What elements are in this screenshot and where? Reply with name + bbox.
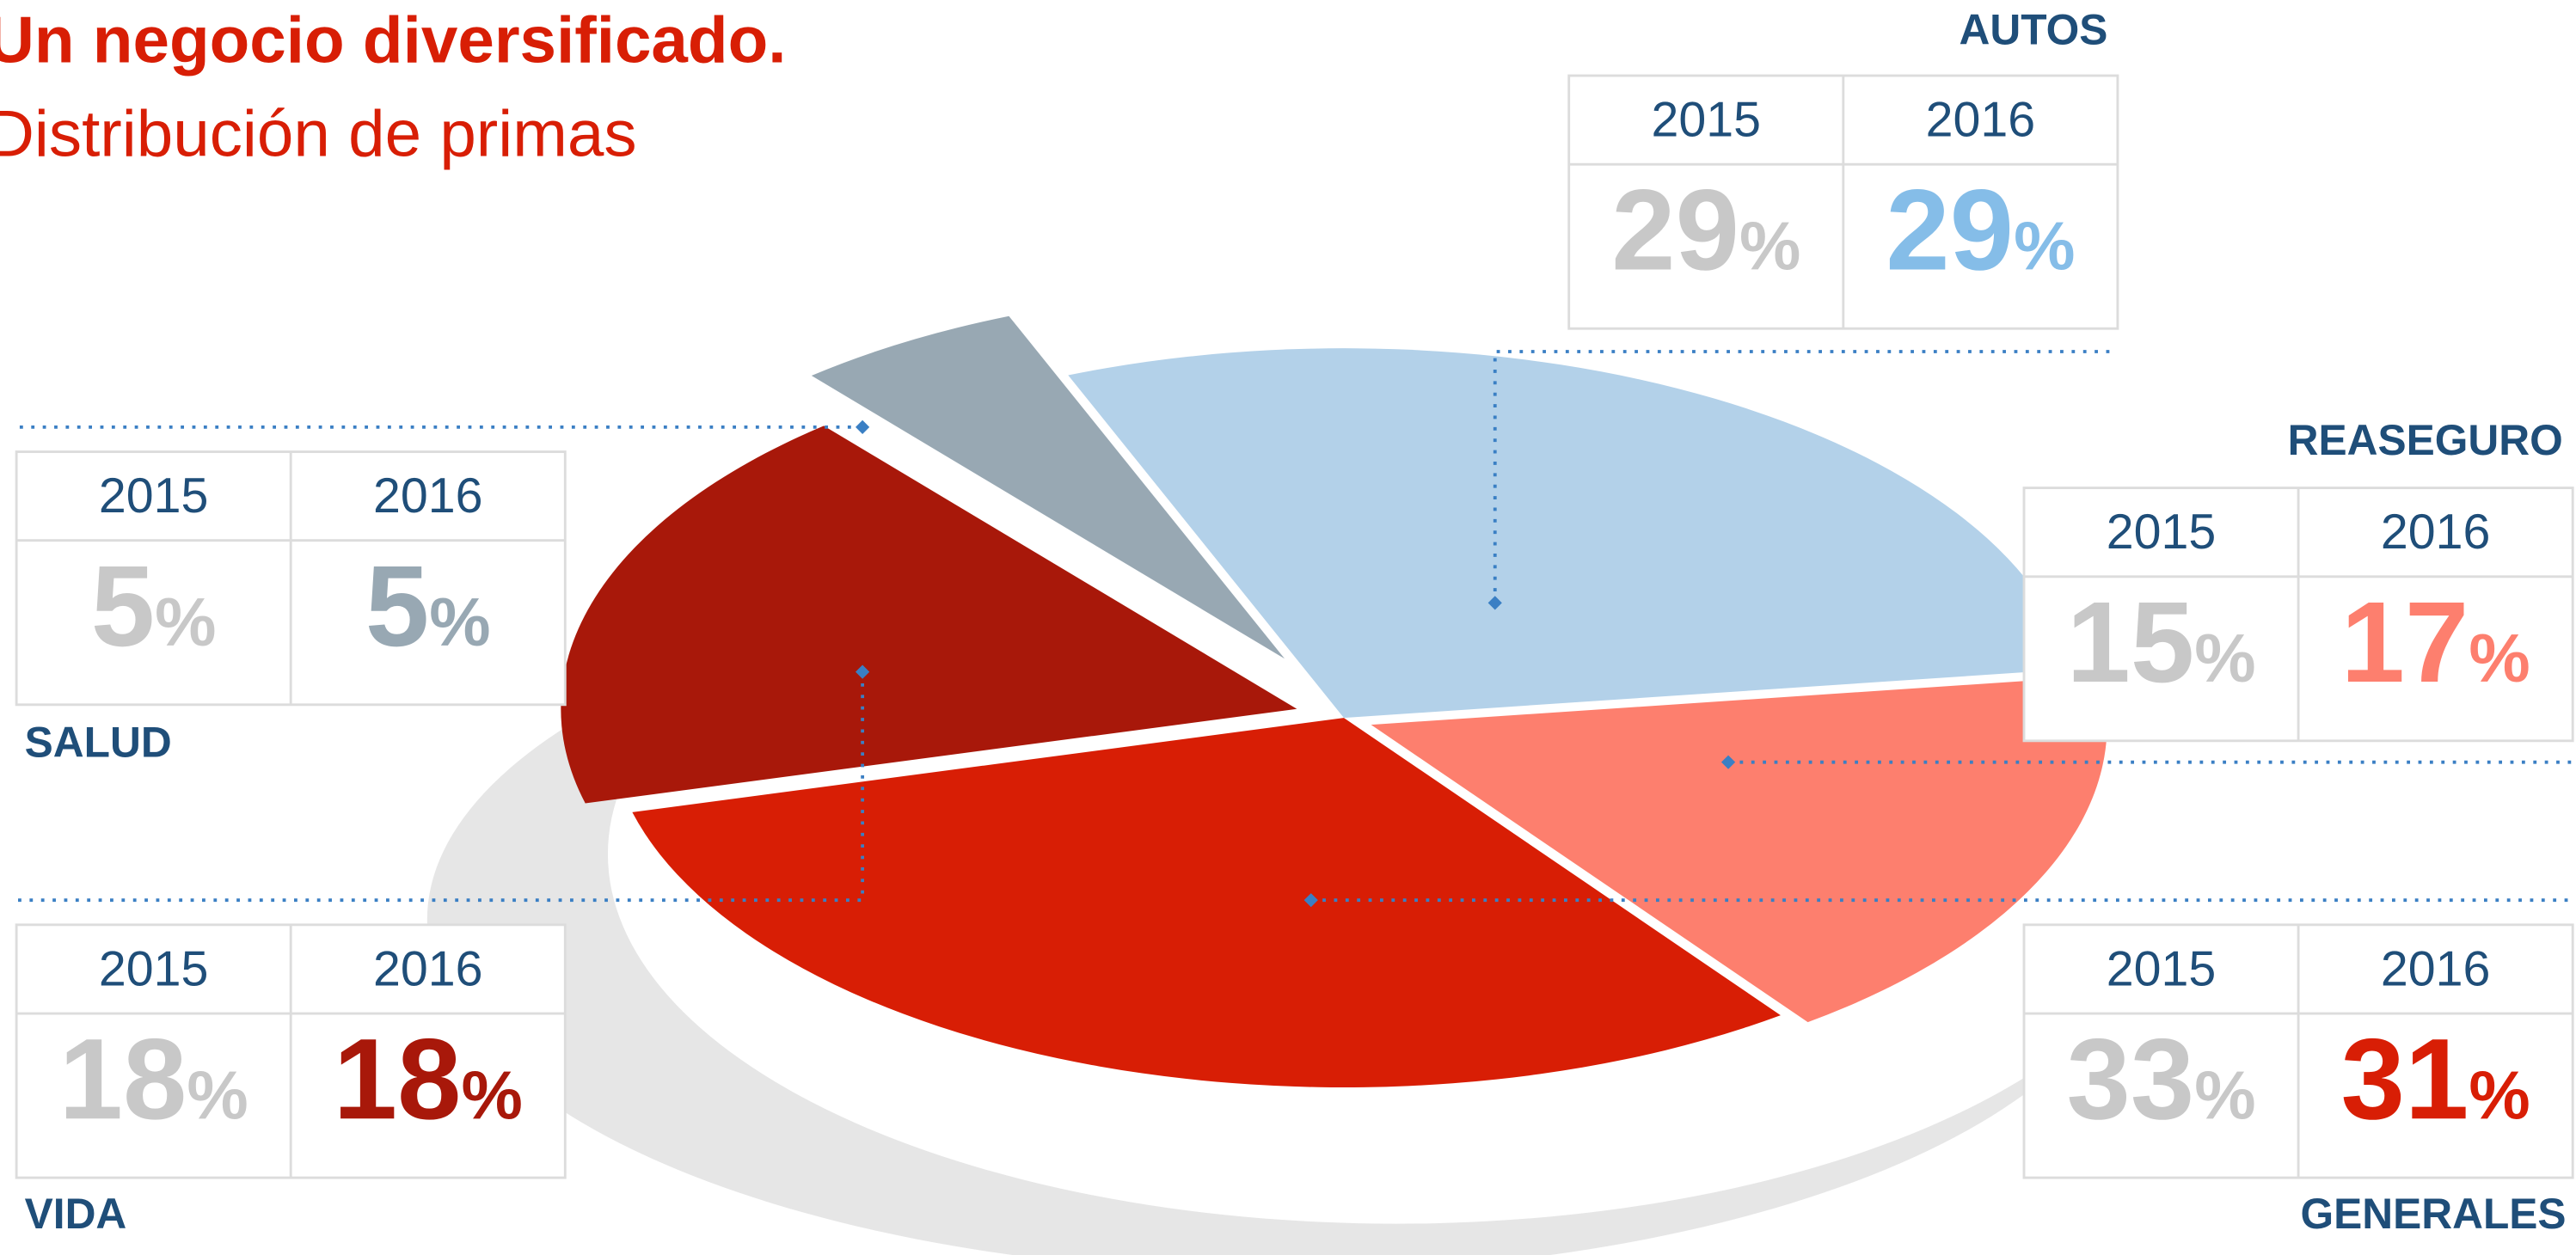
year-header: 2016: [1926, 93, 2036, 148]
value-label: 18%: [59, 1015, 248, 1143]
value-unit: %: [2469, 620, 2530, 697]
value-label: 15%: [2066, 579, 2255, 707]
value-unit: %: [1739, 207, 1800, 285]
pie-slice: [561, 425, 1297, 804]
category-label: VIDA: [25, 1190, 127, 1238]
value-unit: %: [187, 1056, 248, 1134]
value-unit: %: [2014, 207, 2075, 285]
pie-slice: [1371, 676, 2107, 1023]
year-header: 2015: [2107, 941, 2217, 996]
leader-dot: [1487, 596, 1502, 610]
value-number: 15: [2066, 579, 2194, 707]
value-unit: %: [2469, 1056, 2530, 1134]
category-label: GENERALES: [2301, 1190, 2567, 1238]
value-number: 18: [334, 1015, 462, 1143]
category-label: AUTOS: [1960, 5, 2108, 53]
value-label: 31%: [2341, 1015, 2530, 1143]
category-label: REASEGURO: [2288, 416, 2563, 464]
pie-slice: [1068, 348, 2074, 719]
leader-dot: [856, 664, 870, 679]
year-header: 2015: [99, 941, 209, 996]
value-unit: %: [155, 584, 216, 661]
category-label: SALUD: [25, 719, 172, 767]
year-header: 2015: [99, 468, 209, 523]
value-unit: %: [2194, 620, 2255, 697]
leader-dot: [856, 419, 870, 434]
value-number: 29: [1611, 166, 1739, 294]
year-header: 2016: [2381, 941, 2491, 996]
year-header: 2016: [2381, 505, 2491, 560]
year-header: 2015: [1652, 93, 1762, 148]
pie-slice: [632, 718, 1781, 1088]
chart-subtitle: Distribución de primas: [0, 98, 637, 171]
value-label: 29%: [1611, 166, 1800, 294]
value-number: 29: [1886, 166, 2014, 294]
value-label: 5%: [365, 542, 491, 670]
year-header: 2016: [373, 468, 483, 523]
value-number: 18: [59, 1015, 187, 1143]
pie-slice: [811, 315, 1285, 659]
value-label: 29%: [1886, 166, 2075, 294]
boxes: AUTOS 2015 29% 2016 29% REASEGURO 2015 15% 2016 1…: [15, 5, 2574, 1238]
value-unit: %: [461, 1056, 522, 1134]
value-unit: %: [429, 584, 490, 661]
value-number: 5: [365, 542, 429, 670]
leader-lines: [16, 350, 2576, 903]
chart-title: Un negocio diversificado.: [0, 4, 787, 77]
value-label: 17%: [2341, 579, 2530, 707]
leader-dot: [1303, 893, 1318, 908]
pie: [561, 315, 2107, 1088]
value-number: 17: [2341, 579, 2469, 707]
value-label: 18%: [334, 1015, 523, 1143]
value-number: 5: [91, 542, 155, 670]
value-label: 33%: [2066, 1015, 2255, 1143]
value-label: 5%: [91, 542, 217, 670]
year-header: 2016: [373, 941, 483, 996]
leader-line: [1493, 350, 2116, 603]
value-number: 31: [2341, 1015, 2469, 1143]
year-header: 2015: [2107, 505, 2217, 560]
value-number: 33: [2066, 1015, 2194, 1143]
value-unit: %: [2194, 1056, 2255, 1134]
